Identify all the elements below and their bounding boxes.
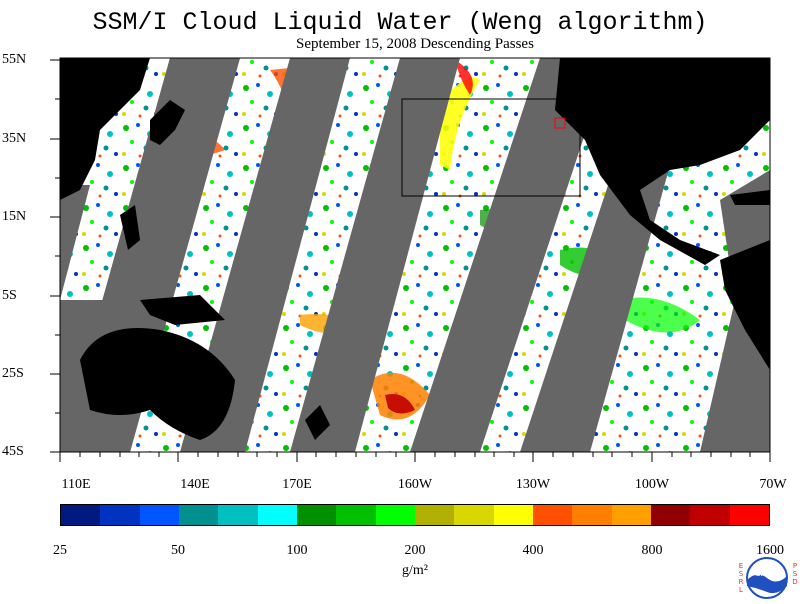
colorbar-cell-4 <box>218 505 258 525</box>
colorbar <box>60 504 770 526</box>
logo-center-text: NOAA <box>758 571 776 578</box>
colorbar-cell-16 <box>690 505 730 525</box>
australia <box>80 328 235 440</box>
lon-label-170e: 170E <box>282 477 312 492</box>
map-subtitle: September 15, 2008 Descending Passes <box>296 36 534 52</box>
lon-label-110e: 110E <box>61 477 91 492</box>
colorbar-cell-2 <box>139 505 179 525</box>
colorbar-cell-3 <box>178 505 219 525</box>
land-masses <box>60 58 770 440</box>
lat-label-45s: 45S <box>2 444 24 459</box>
north-america <box>555 58 770 265</box>
lon-label-160w: 160W <box>397 477 433 492</box>
colorbar-cell-17 <box>729 505 769 525</box>
colorbar-label-1600: 1600 <box>756 543 784 558</box>
lat-label-25s: 25S <box>2 366 24 381</box>
colorbar-cell-5 <box>257 505 297 525</box>
colorbar-label-50: 50 <box>171 543 185 558</box>
colorbar-label-100: 100 <box>286 543 308 558</box>
lat-label-15n: 15N <box>2 209 27 224</box>
colorbar-cell-14 <box>611 505 651 525</box>
lon-label-100w: 100W <box>634 477 670 492</box>
new-zealand <box>305 405 330 440</box>
noaa-logo-icon: NOAA <box>746 557 788 599</box>
colorbar-cell-13 <box>572 505 612 525</box>
lon-label-130w: 130W <box>515 477 551 492</box>
region-box <box>401 98 581 197</box>
axis-ticks <box>50 59 771 462</box>
colorbar-cell-10 <box>454 505 494 525</box>
colorbar-label-400: 400 <box>522 543 544 558</box>
japan <box>150 100 185 145</box>
small-region-box <box>554 117 566 129</box>
colorbar-label-800: 800 <box>641 543 663 558</box>
lon-label-70w: 70W <box>759 477 787 492</box>
colorbar-cell-8 <box>375 505 415 525</box>
lon-label-140e: 140E <box>180 477 210 492</box>
map-title: SSM/I Cloud Liquid Water (Weng algorithm… <box>92 8 708 37</box>
colorbar-cell-9 <box>414 505 455 525</box>
asia-landmass <box>60 58 150 200</box>
lat-label-55n: 55N <box>2 52 27 67</box>
lat-label-5s: 5S <box>2 288 17 303</box>
south-america <box>720 240 770 370</box>
philippines <box>120 205 140 250</box>
colorbar-cell-6 <box>296 505 337 525</box>
colorbar-cell-1 <box>100 505 140 525</box>
lat-label-35n: 35N <box>2 131 27 146</box>
colorbar-label-200: 200 <box>404 543 426 558</box>
colorbar-label-25: 25 <box>53 543 67 558</box>
new-guinea <box>140 295 225 325</box>
colorbar-cell-7 <box>336 505 376 525</box>
colorbar-cell-12 <box>532 505 573 525</box>
colorbar-cell-11 <box>493 505 533 525</box>
cuba <box>730 190 770 205</box>
colorbar-cell-0 <box>61 505 101 525</box>
colorbar-unit: g/m² <box>402 563 428 578</box>
colorbar-cell-15 <box>650 505 691 525</box>
